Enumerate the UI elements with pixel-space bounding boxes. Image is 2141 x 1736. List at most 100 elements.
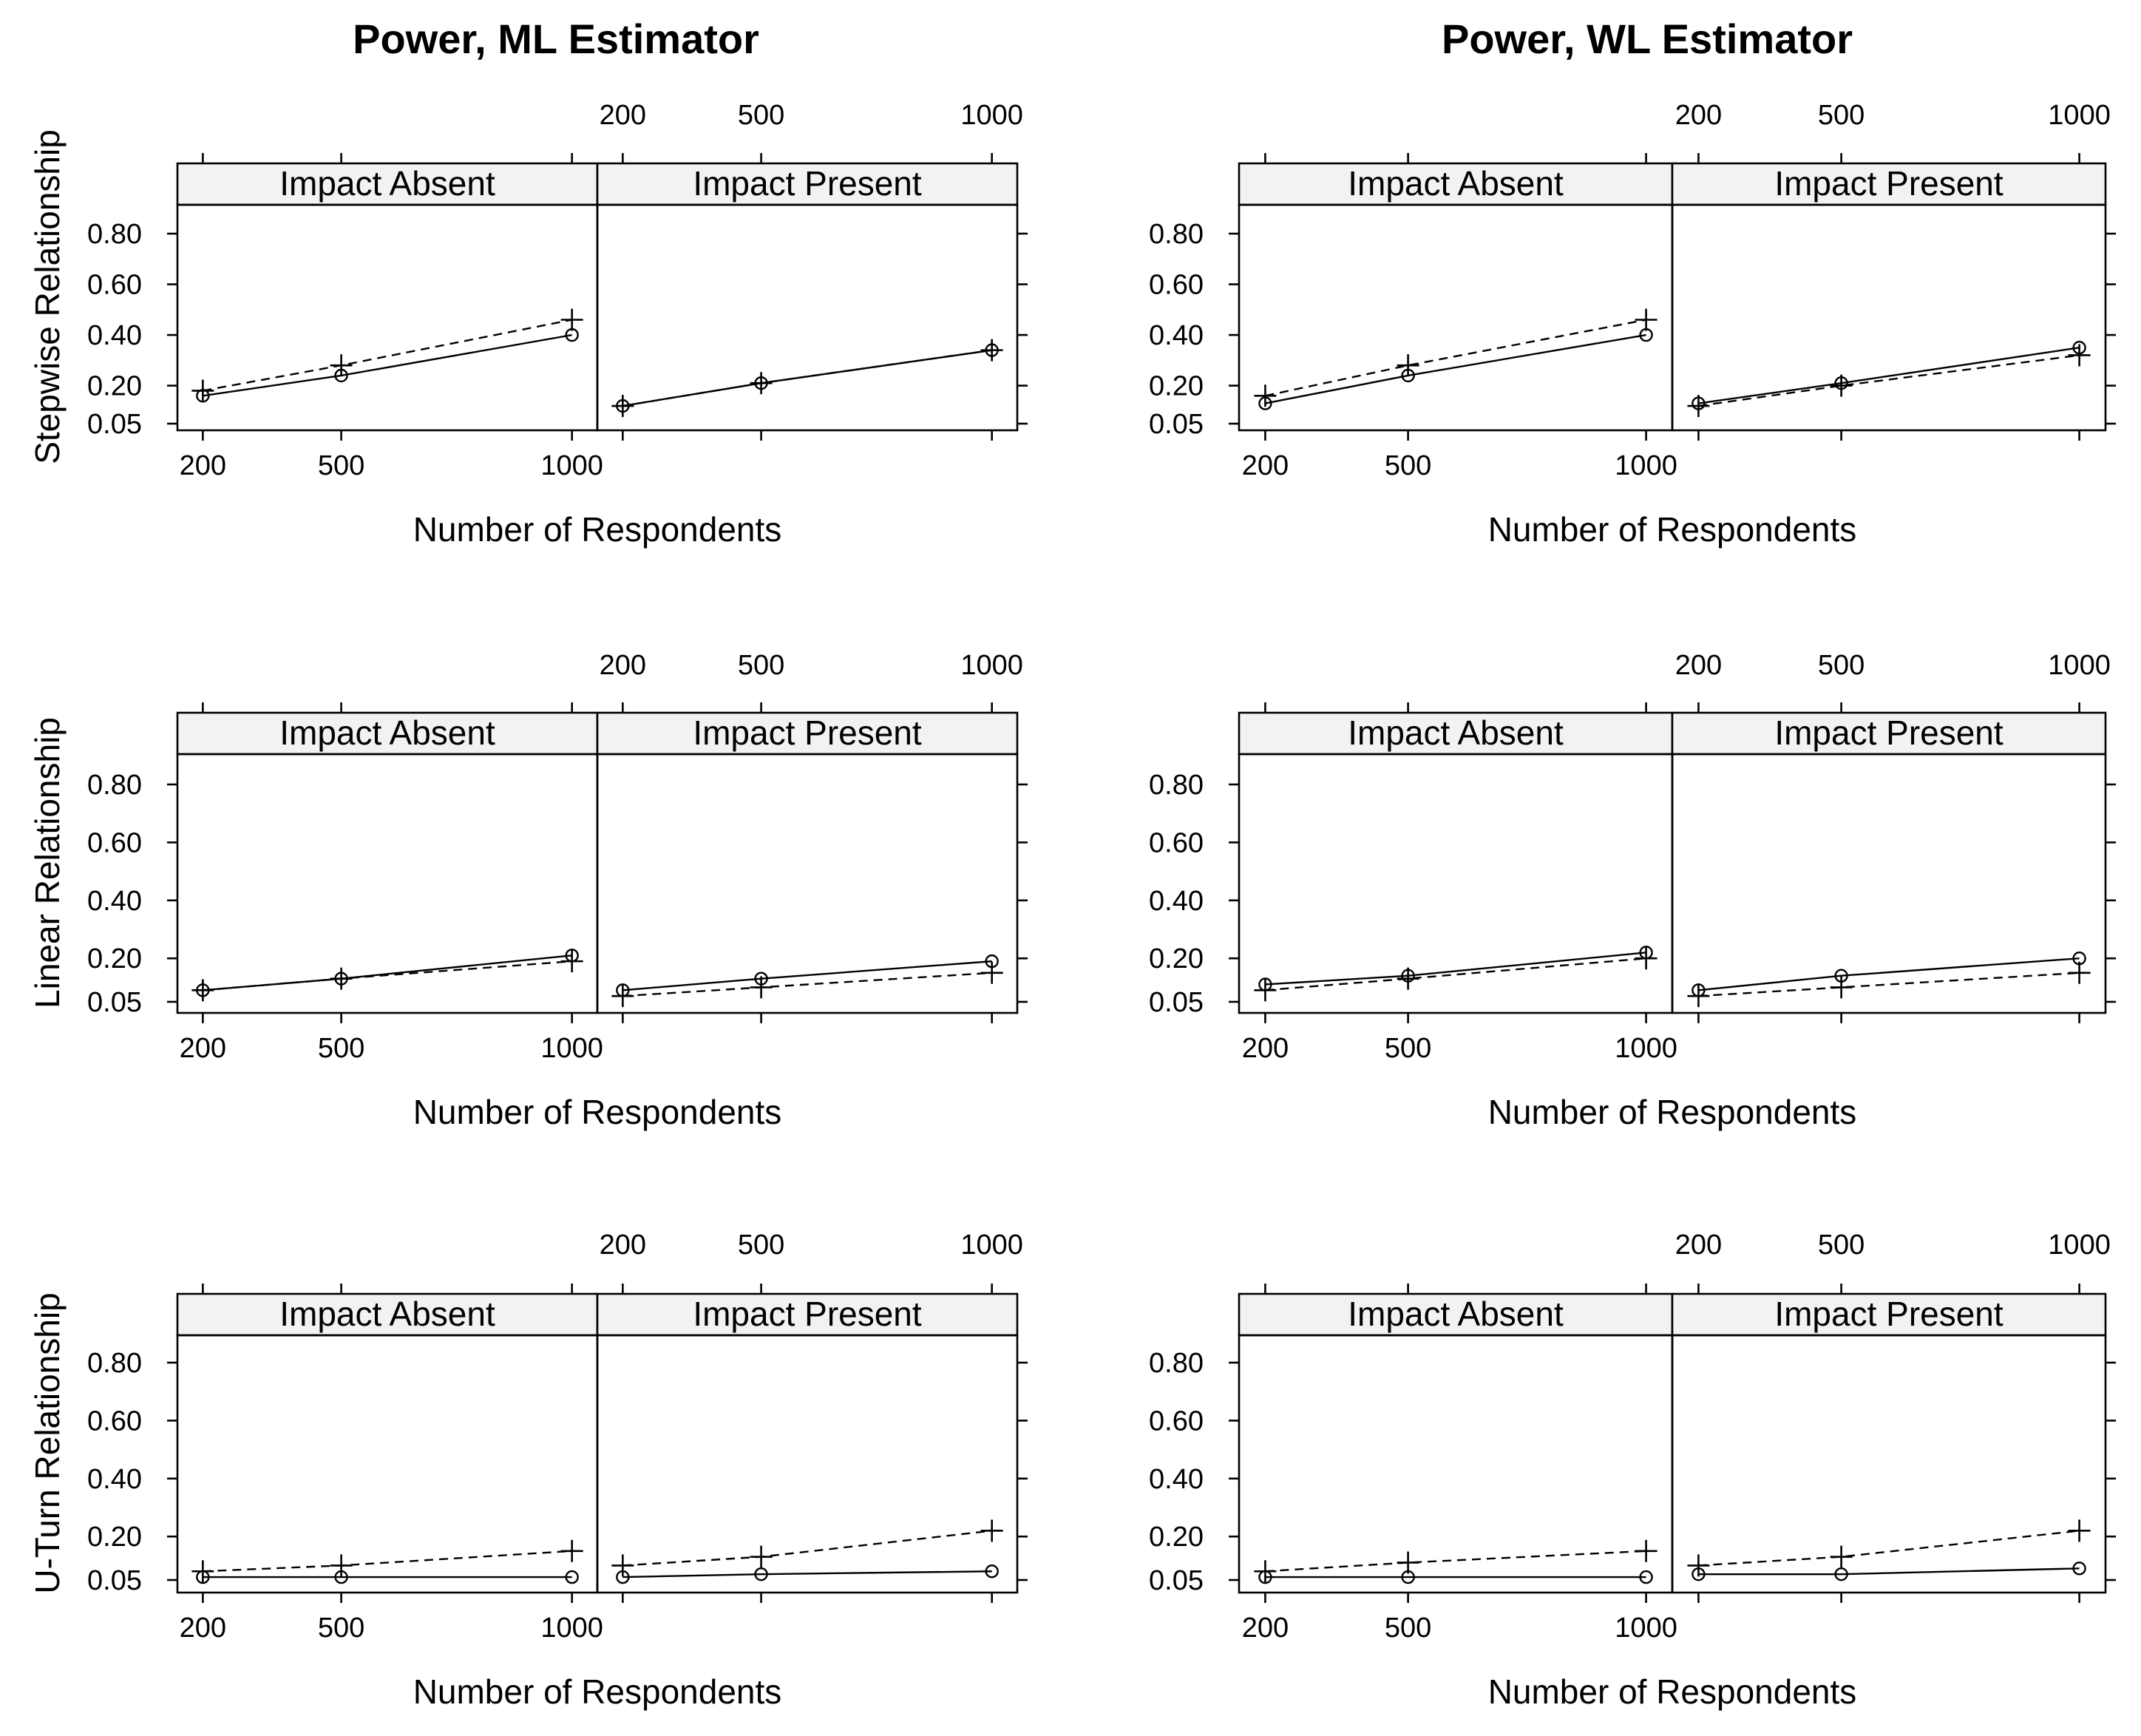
y-tick-label: 0.05 bbox=[1149, 987, 1204, 1018]
x-tick-label-bottom: 200 bbox=[180, 1033, 226, 1064]
y-axis-label: U-Turn Relationship bbox=[28, 1292, 67, 1593]
y-tick-label: 0.80 bbox=[1149, 219, 1204, 250]
x-tick-label-top: 500 bbox=[738, 100, 784, 131]
strip-1 bbox=[1671, 162, 2107, 206]
y-tick-label: 0.60 bbox=[87, 1406, 142, 1437]
strip-label: Impact Absent bbox=[1348, 713, 1564, 752]
data-point-plus bbox=[611, 985, 634, 1008]
panel-frame-0 bbox=[1238, 1334, 1674, 1594]
strip-label: Impact Absent bbox=[1348, 1295, 1564, 1333]
data-point-plus bbox=[1254, 1560, 1277, 1583]
x-tick-label-top: 200 bbox=[600, 1230, 646, 1261]
plot-0-0: Impact Absent Impact Present 200 200 500 500 1… bbox=[28, 100, 1028, 549]
data-point-plus bbox=[1397, 1551, 1419, 1574]
strip-1 bbox=[596, 711, 1019, 756]
strip-label: Impact Absent bbox=[279, 164, 495, 203]
data-point-plus bbox=[611, 395, 634, 418]
x-tick-label-top: 1000 bbox=[2048, 1230, 2111, 1261]
panel-frame-1 bbox=[1671, 753, 2107, 1014]
strip-label: Impact Absent bbox=[279, 1295, 495, 1333]
data-point-plus bbox=[1635, 947, 1658, 970]
x-tick-label-top: 200 bbox=[1675, 650, 1722, 681]
y-tick-label: 0.20 bbox=[87, 943, 142, 974]
data-point-plus bbox=[1687, 985, 1710, 1008]
x-axis-label: Number of Respondents bbox=[413, 510, 782, 549]
y-tick-label: 0.80 bbox=[87, 1348, 142, 1379]
data-point-plus bbox=[1397, 967, 1419, 990]
x-tick-label-bottom: 500 bbox=[318, 450, 364, 481]
y-tick-label: 0.20 bbox=[87, 371, 142, 402]
y-tick-label: 0.80 bbox=[1149, 770, 1204, 801]
x-tick-label-bottom: 1000 bbox=[540, 1613, 603, 1644]
series-line-solid bbox=[203, 333, 572, 397]
x-tick-label-bottom: 500 bbox=[1385, 450, 1431, 481]
x-tick-label-bottom: 500 bbox=[1385, 1613, 1431, 1644]
panel-frame-1 bbox=[596, 203, 1019, 432]
x-tick-label-bottom: 1000 bbox=[1615, 450, 1677, 481]
series-line-solid bbox=[1698, 957, 2080, 991]
strip-label: Impact Present bbox=[1774, 713, 2003, 752]
data-point-circle bbox=[1834, 1567, 1848, 1581]
x-tick-label-bottom: 200 bbox=[1242, 1033, 1289, 1064]
strip-label: Impact Absent bbox=[279, 713, 495, 752]
x-tick-label-bottom: 200 bbox=[1242, 450, 1289, 481]
series-line-solid bbox=[1265, 952, 1646, 986]
strip-0 bbox=[1238, 1292, 1674, 1337]
series-line-dashed bbox=[622, 1530, 992, 1567]
column-title-ml: Power, ML Estimator bbox=[353, 16, 759, 62]
panel-frame-1 bbox=[1671, 1334, 2107, 1594]
data-point-plus bbox=[980, 339, 1003, 362]
strip-0 bbox=[176, 1292, 599, 1337]
y-tick-label: 0.80 bbox=[87, 219, 142, 250]
x-tick-label-top: 1000 bbox=[960, 100, 1023, 131]
y-axis-label: Linear Relationship bbox=[28, 717, 67, 1008]
x-tick-label-bottom: 200 bbox=[180, 450, 226, 481]
strip-label: Impact Present bbox=[693, 164, 922, 203]
x-tick-label-bottom: 500 bbox=[1385, 1033, 1431, 1064]
y-axis-label: Stepwise Relationship bbox=[28, 129, 67, 464]
data-point-plus bbox=[2068, 961, 2091, 984]
column-title-wl: Power, WL Estimator bbox=[1442, 16, 1853, 62]
x-tick-label-bottom: 1000 bbox=[540, 450, 603, 481]
x-tick-label-top: 1000 bbox=[960, 1230, 1023, 1261]
data-point-plus bbox=[750, 1545, 773, 1568]
series-line-solid bbox=[203, 955, 572, 991]
data-point-plus bbox=[1254, 384, 1277, 407]
series-line-dashed bbox=[1698, 972, 2080, 997]
data-point-plus bbox=[1830, 976, 1853, 999]
data-point-plus bbox=[560, 950, 583, 973]
y-tick-label: 0.05 bbox=[87, 987, 142, 1018]
x-tick-label-top: 500 bbox=[1818, 650, 1865, 681]
panel-frame-0 bbox=[176, 203, 599, 432]
series-line-dashed bbox=[1265, 319, 1646, 397]
x-axis-label: Number of Respondents bbox=[1488, 510, 1857, 549]
data-point-plus bbox=[560, 308, 583, 331]
x-tick-label-bottom: 500 bbox=[318, 1613, 364, 1644]
plot-1-0: Impact Absent Impact Present 200 200 500 500 1… bbox=[28, 650, 1028, 1131]
series-line-dashed bbox=[1265, 1550, 1646, 1573]
strip-label: Impact Absent bbox=[1348, 164, 1564, 203]
y-tick-label: 0.05 bbox=[87, 409, 142, 440]
strip-label: Impact Present bbox=[693, 1295, 922, 1333]
x-tick-label-bottom: 200 bbox=[1242, 1613, 1289, 1644]
y-tick-label: 0.80 bbox=[87, 770, 142, 801]
data-point-plus bbox=[1635, 1539, 1658, 1562]
data-point-plus bbox=[1254, 979, 1277, 1002]
panel-frame-1 bbox=[596, 753, 1019, 1014]
y-tick-label: 0.40 bbox=[1149, 886, 1204, 917]
strip-0 bbox=[1238, 711, 1674, 756]
x-axis-label: Number of Respondents bbox=[413, 1672, 782, 1711]
data-point-plus bbox=[980, 961, 1003, 984]
y-tick-label: 0.60 bbox=[1149, 1406, 1204, 1437]
plot-2-1: Impact Absent Impact Present 200 200 500 500 1… bbox=[1149, 1230, 2116, 1711]
data-point-circle bbox=[1639, 1570, 1653, 1584]
x-tick-label-top: 1000 bbox=[2048, 100, 2111, 131]
plot-0-1: Impact Absent Impact Present 200 200 500 500 1… bbox=[1149, 100, 2116, 549]
data-point-plus bbox=[2068, 344, 2091, 367]
data-point-plus bbox=[2068, 1519, 2091, 1542]
x-tick-label-top: 200 bbox=[600, 650, 646, 681]
series-line-solid bbox=[1698, 347, 2080, 404]
y-tick-label: 0.05 bbox=[87, 1565, 142, 1596]
plot-1-1: Impact Absent Impact Present 200 200 500 500 1… bbox=[1149, 650, 2116, 1131]
series-line-solid bbox=[1698, 1567, 2080, 1576]
